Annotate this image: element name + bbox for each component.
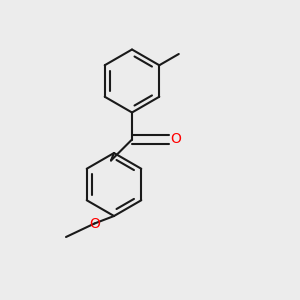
Text: O: O bbox=[89, 217, 100, 230]
Text: O: O bbox=[171, 132, 182, 146]
